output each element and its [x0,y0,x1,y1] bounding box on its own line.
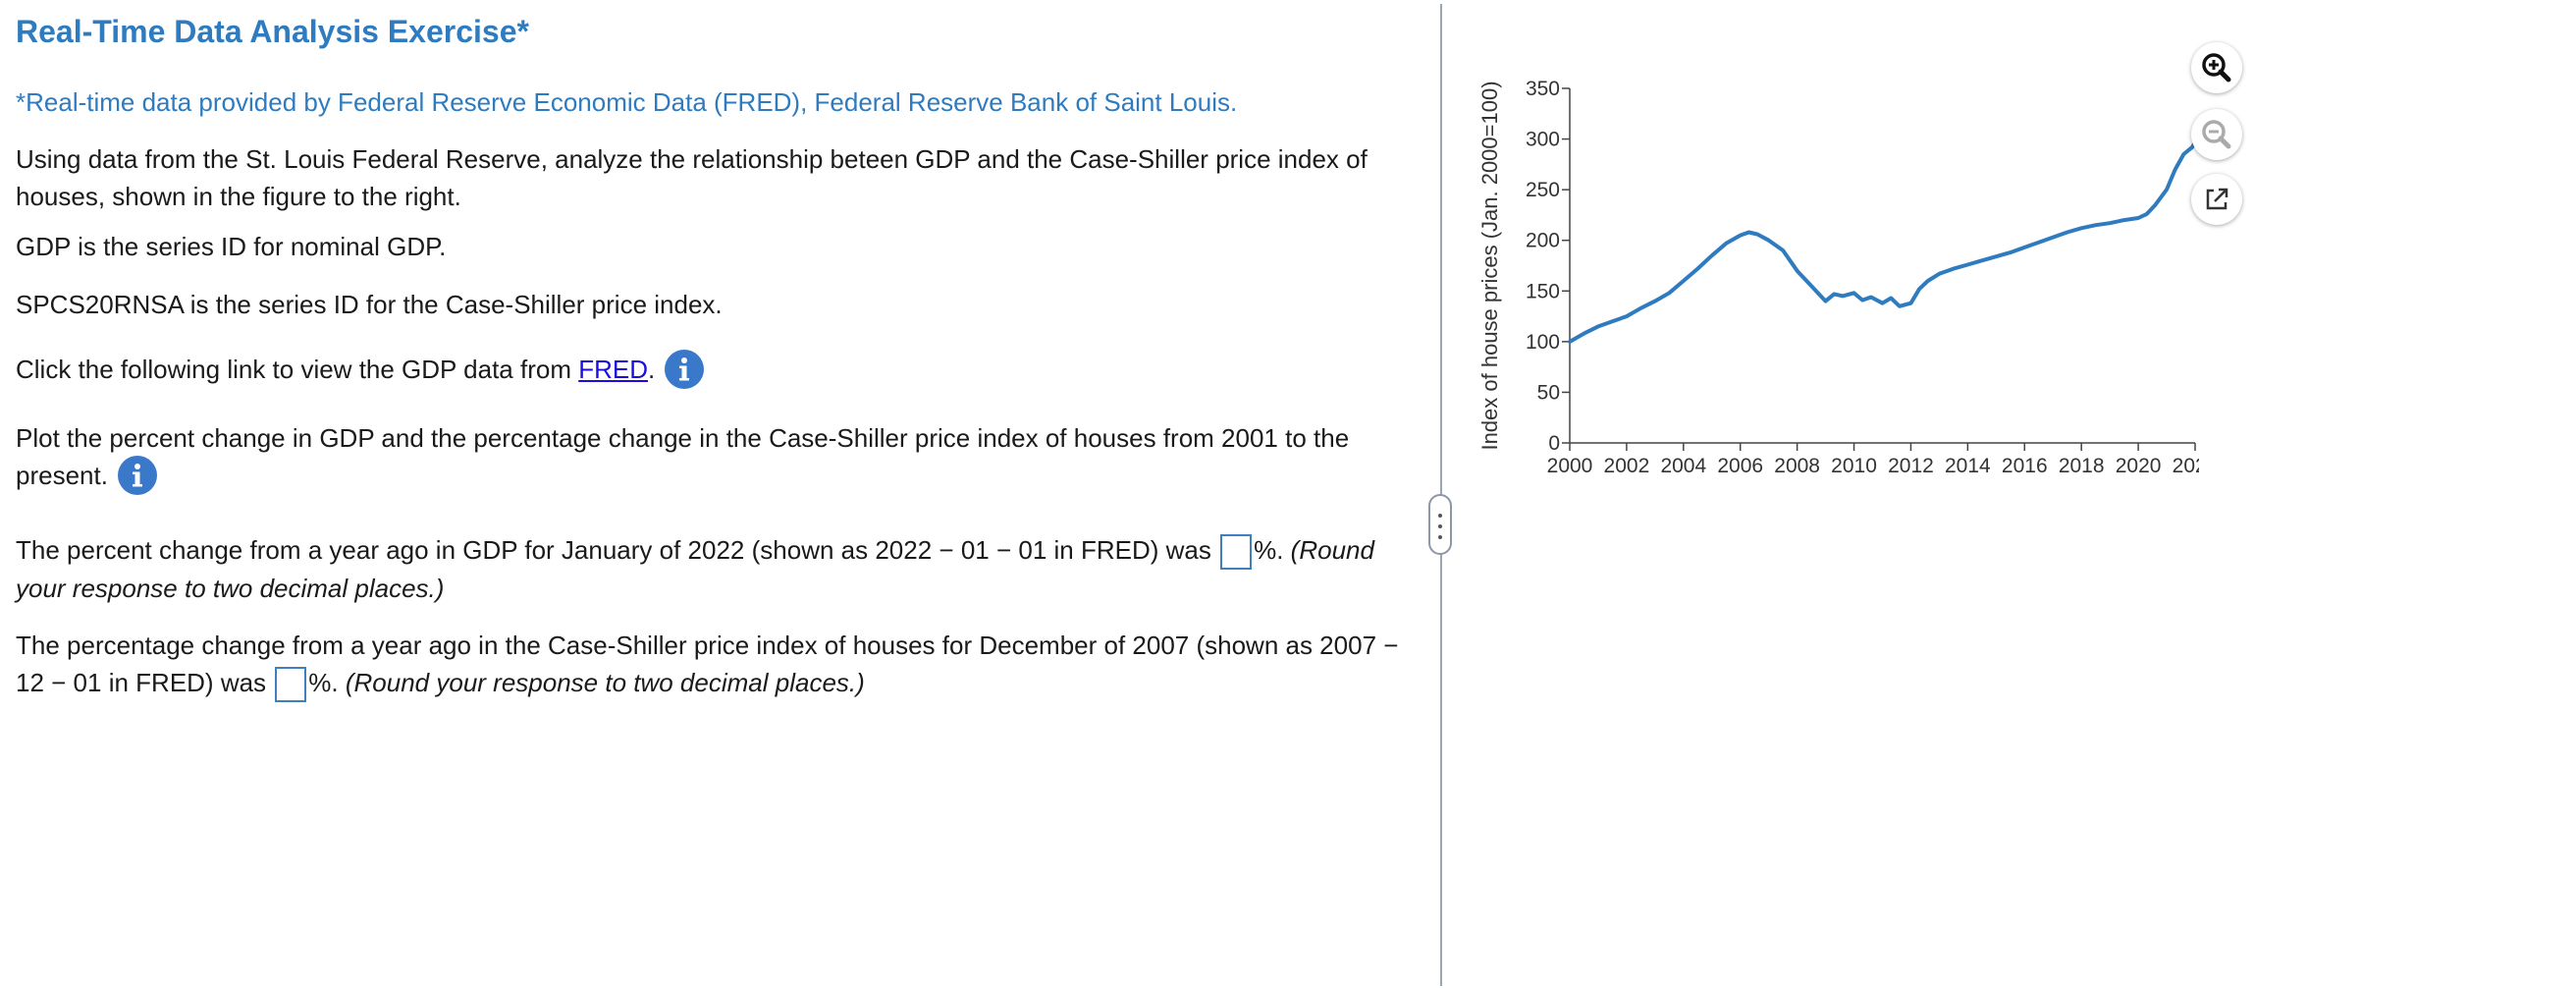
y-tick-label: 0 [1548,432,1560,455]
info-icon[interactable] [665,350,705,390]
x-tick-label: 2014 [1945,455,1991,477]
y-tick-label: 150 [1526,280,1560,302]
popout-button[interactable] [2191,174,2242,225]
fred-link-line: Click the following link to view the GDP… [16,350,1410,391]
question-gdp-hint: (Round your response to two decimal plac… [16,535,1374,604]
exercise-title: Real-Time Data Analysis Exercise* [16,14,529,49]
exercise-panel: Real-Time Data Analysis Exercise* *Real-… [16,14,1410,703]
x-axis-ticks: 2000 2002 2004 2006 2008 2010 2012 2014 2016 2018… [1547,443,2199,477]
gdp-series-note: GDP is the series ID for nominal GDP. [16,232,447,261]
x-tick-label: 2022 [2173,455,2199,477]
x-tick-label: 2006 [1717,455,1763,477]
x-tick-label: 2012 [1888,455,1934,477]
question-case-shiller-unit: %. [308,668,339,697]
case-shiller-answer-input[interactable] [275,667,307,703]
link-suffix: . [648,355,656,384]
plot-instruction-text: Plot the percent change in GDP and the p… [16,423,1350,490]
y-tick-label: 250 [1526,179,1560,201]
x-tick-label: 2010 [1831,455,1877,477]
y-tick-label: 300 [1526,129,1560,151]
chart-axes [1569,88,2195,444]
gdp-answer-input[interactable] [1220,534,1253,571]
question-case-shiller-hint: (Round your response to two decimal plac… [345,668,865,697]
question-gdp: The percent change from a year ago in GD… [16,531,1410,607]
house-price-chart: 2000 2002 2004 2006 2008 2010 2012 2014 2016 2018… [1477,78,2199,477]
spcs-series-note: SPCS20RNSA is the series ID for the Case… [16,290,723,319]
question-case-shiller-text: The percentage change from a year ago in… [16,631,1399,697]
y-axis-label: Index of house prices (Jan. 2000=100) [1477,81,1502,450]
intro-text: Using data from the St. Louis Federal Re… [16,144,1368,211]
fred-link[interactable]: FRED [578,355,648,384]
y-tick-label: 100 [1526,331,1560,354]
zoom-in-icon [2202,53,2231,82]
y-tick-label: 50 [1537,381,1560,404]
y-tick-label: 350 [1526,78,1560,100]
x-tick-label: 2016 [2002,455,2048,477]
splitter-handle-icon[interactable] [1428,494,1452,555]
plot-instruction: Plot the percent change in GDP and the p… [16,419,1410,497]
x-tick-label: 2004 [1660,455,1706,477]
info-icon[interactable] [117,456,157,496]
y-axis-ticks: 0 50 100 150 200 250 300 350 [1526,78,1570,455]
x-tick-label: 2008 [1774,455,1820,477]
question-case-shiller: The percentage change from a year ago in… [16,627,1410,703]
link-prefix: Click the following link to view the GDP… [16,355,579,384]
question-gdp-text: The percent change from a year ago in GD… [16,535,1219,565]
x-tick-label: 2002 [1604,455,1650,477]
chart-series [1568,139,2197,344]
x-tick-label: 2000 [1547,455,1593,477]
external-window-icon [2206,188,2228,210]
data-source-note: *Real-time data provided by Federal Rese… [16,87,1238,117]
question-gdp-unit: %. [1254,535,1284,565]
house-price-series-line [1568,139,2197,344]
zoom-out-icon [2202,120,2231,149]
zoom-out-button[interactable] [2191,109,2242,160]
y-tick-label: 200 [1526,230,1560,252]
x-tick-label: 2020 [2116,455,2162,477]
x-tick-label: 2018 [2059,455,2105,477]
zoom-in-button[interactable] [2191,42,2242,93]
